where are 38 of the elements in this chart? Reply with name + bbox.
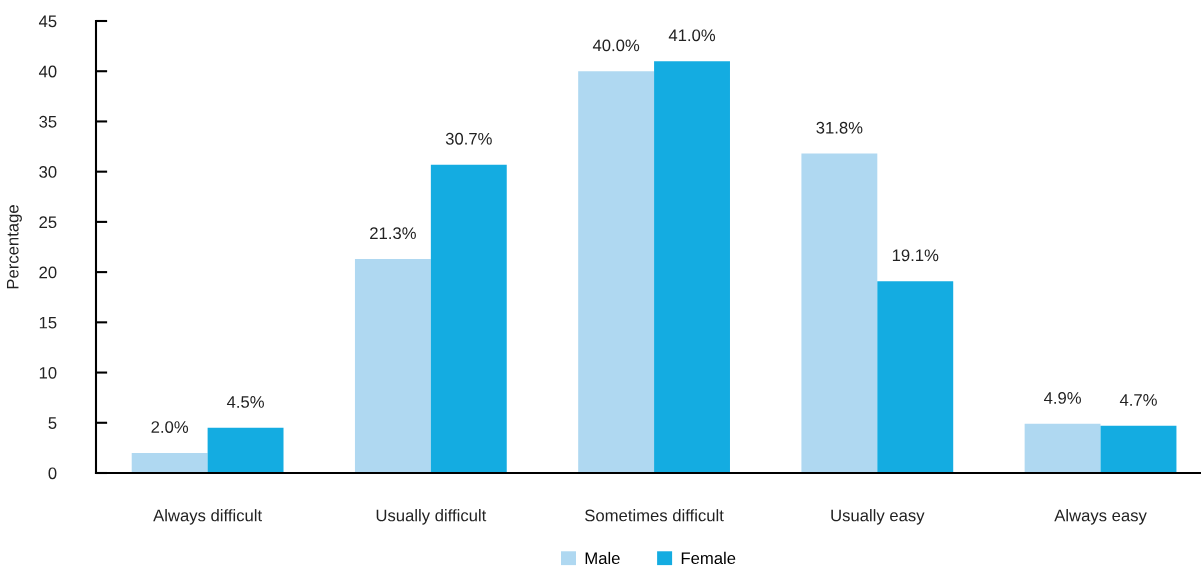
bar — [1024, 423, 1101, 473]
bar — [877, 281, 954, 473]
data-label: 4.5% — [226, 396, 264, 408]
bar — [430, 164, 507, 473]
data-label: 40.0% — [592, 39, 640, 52]
data-label: 2.0% — [151, 421, 189, 433]
bar — [354, 259, 431, 473]
bar — [131, 452, 208, 473]
bar — [207, 427, 284, 473]
y-tick-label: 25 — [39, 216, 57, 229]
data-label: 19.1% — [892, 249, 939, 262]
y-tick-label: 40 — [38, 65, 57, 78]
x-tick-label: Usually difficult — [376, 509, 487, 525]
y-tick-label: 35 — [39, 115, 57, 128]
bar — [1100, 425, 1177, 473]
data-label: 4.9% — [1043, 392, 1081, 404]
bar — [801, 153, 878, 473]
x-tick-label: Sometimes difficult — [585, 509, 724, 522]
legend-label: Male — [585, 551, 620, 565]
bar — [578, 71, 655, 473]
x-tick-label: Always difficult — [153, 509, 262, 525]
y-tick-label: 45 — [38, 15, 57, 28]
y-tick-label: 20 — [39, 266, 57, 279]
y-tick-label: 30 — [39, 166, 57, 178]
x-tick-label: Usually easy — [831, 509, 925, 525]
y-tick-label: 5 — [48, 417, 57, 429]
y-tick-label: 15 — [39, 316, 57, 329]
data-label: 21.3% — [370, 227, 416, 240]
x-tick-label: Always easy — [1054, 509, 1147, 525]
y-axis-title: Percentage — [6, 205, 22, 289]
data-label: 4.7% — [1119, 394, 1157, 406]
y-tick-label: 10 — [39, 366, 57, 379]
legend-label: Female — [681, 551, 736, 565]
data-label: 41.0% — [668, 29, 716, 42]
data-label: 30.7% — [445, 132, 492, 145]
bar — [654, 61, 730, 473]
data-label: 31.8% — [816, 121, 863, 134]
y-tick-label: 0 — [48, 467, 57, 480]
